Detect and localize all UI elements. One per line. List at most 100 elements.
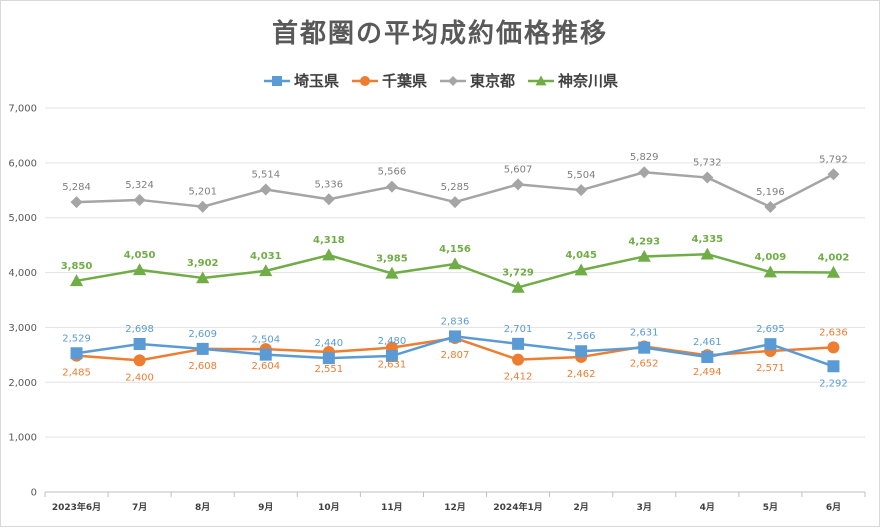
data-label: 4,050 xyxy=(124,250,156,261)
data-label: 3,850 xyxy=(61,261,93,272)
data-point xyxy=(764,338,777,351)
data-point xyxy=(638,341,651,354)
data-label: 5,566 xyxy=(378,167,407,178)
data-label: 2,566 xyxy=(567,331,596,342)
x-tick-label: 4月 xyxy=(700,502,715,513)
y-tick-label: 7,000 xyxy=(8,104,37,115)
data-label: 2,504 xyxy=(251,335,280,346)
data-point xyxy=(764,200,777,213)
data-label: 2,631 xyxy=(630,328,659,339)
data-label: 2,701 xyxy=(504,324,533,335)
data-label: 2,571 xyxy=(756,363,785,374)
data-label: 2,695 xyxy=(756,324,785,335)
data-label: 2,400 xyxy=(125,372,154,383)
legend-label: 埼玉県 xyxy=(294,72,339,90)
data-label: 2,698 xyxy=(125,324,154,335)
data-point xyxy=(385,266,399,279)
legend-item-3: 東京都 xyxy=(440,72,515,90)
data-label: 5,196 xyxy=(756,187,785,198)
data-point xyxy=(512,178,525,191)
x-tick-label: 12月 xyxy=(444,502,466,513)
legend-label: 東京都 xyxy=(470,72,515,90)
x-tick-label: 9月 xyxy=(258,502,273,513)
x-tick-label: 11月 xyxy=(381,502,403,513)
data-label: 5,829 xyxy=(630,152,659,163)
data-point xyxy=(196,200,209,213)
data-point xyxy=(385,349,398,362)
data-point xyxy=(701,350,714,363)
data-label: 4,335 xyxy=(691,234,723,245)
y-tick-label: 4,000 xyxy=(8,268,37,279)
data-point xyxy=(259,348,272,361)
data-label: 3,985 xyxy=(376,253,408,264)
gridlines xyxy=(45,107,865,493)
data-point xyxy=(512,353,525,366)
data-point xyxy=(133,354,146,367)
x-tick-label: 2023年6月 xyxy=(52,501,101,513)
x-tick-label: 6月 xyxy=(826,502,841,513)
data-point xyxy=(259,264,273,277)
legend-marker xyxy=(360,76,370,86)
data-point xyxy=(133,337,146,350)
data-label: 2,480 xyxy=(378,336,407,347)
data-point xyxy=(827,341,840,354)
data-label: 4,002 xyxy=(818,252,850,263)
data-point xyxy=(196,271,210,284)
data-point xyxy=(574,263,588,276)
y-axis: 0 1,000 2,000 3,000 4,000 5,000 6,000 7,000 xyxy=(8,104,37,499)
data-point xyxy=(449,196,461,209)
data-point xyxy=(638,166,651,179)
data-label: 2,604 xyxy=(251,361,280,372)
data-label: 2,462 xyxy=(567,369,596,380)
y-tick-label: 2,000 xyxy=(8,378,37,389)
data-label: 2,608 xyxy=(188,361,217,372)
series-layer xyxy=(69,166,841,373)
data-point xyxy=(196,342,209,355)
data-point xyxy=(133,263,147,276)
data-label: 4,031 xyxy=(250,251,282,262)
data-point xyxy=(575,345,588,358)
data-label: 5,514 xyxy=(251,170,280,181)
data-point xyxy=(575,184,588,197)
data-label: 4,318 xyxy=(313,235,345,246)
x-tick-label: 2024年1月 xyxy=(493,501,542,513)
data-point xyxy=(763,265,777,278)
data-label: 2,631 xyxy=(378,360,407,371)
series-1 xyxy=(70,330,840,373)
data-labels: 2,529 2,698 2,609 2,504 2,440 2,480 2,836 2,701… xyxy=(61,152,850,389)
data-point xyxy=(512,337,525,350)
x-tick-label: 5月 xyxy=(763,502,778,513)
legend: 埼玉県 千葉県 東京都 神奈川県 xyxy=(264,72,618,90)
data-point xyxy=(322,352,335,365)
y-tick-label: 1,000 xyxy=(8,433,37,444)
data-label: 5,284 xyxy=(62,182,91,193)
data-label: 2,636 xyxy=(819,327,848,338)
data-point xyxy=(259,183,272,196)
legend-label: 千葉県 xyxy=(382,72,427,90)
data-label: 4,293 xyxy=(628,236,660,247)
data-label: 5,732 xyxy=(693,158,722,169)
data-label: 2,652 xyxy=(630,359,659,370)
y-tick-label: 5,000 xyxy=(8,213,37,224)
x-axis: 2023年6月 7月 8月 9月 10月 11月 12月 2024年1月 2月 3月 4月 5月 6月 xyxy=(44,492,866,513)
series-3 xyxy=(70,166,840,213)
data-label: 2,836 xyxy=(441,316,470,327)
chart-title: 首都圏の平均成約価格推移 xyxy=(272,18,608,49)
y-tick-label: 0 xyxy=(31,488,37,499)
data-label: 4,045 xyxy=(565,250,597,261)
data-label: 5,324 xyxy=(125,180,154,191)
data-label: 2,494 xyxy=(693,367,722,378)
data-label: 5,201 xyxy=(188,187,217,198)
data-label: 3,729 xyxy=(502,267,534,278)
data-label: 5,336 xyxy=(315,179,344,190)
data-label: 2,529 xyxy=(62,333,91,344)
legend-marker xyxy=(272,76,282,86)
data-point xyxy=(701,171,714,184)
x-tick-label: 3月 xyxy=(637,502,652,513)
data-label: 2,485 xyxy=(62,368,91,379)
y-tick-label: 6,000 xyxy=(8,158,37,169)
x-tick-label: 2月 xyxy=(574,502,589,513)
data-point xyxy=(511,280,525,293)
legend-marker xyxy=(535,75,547,86)
